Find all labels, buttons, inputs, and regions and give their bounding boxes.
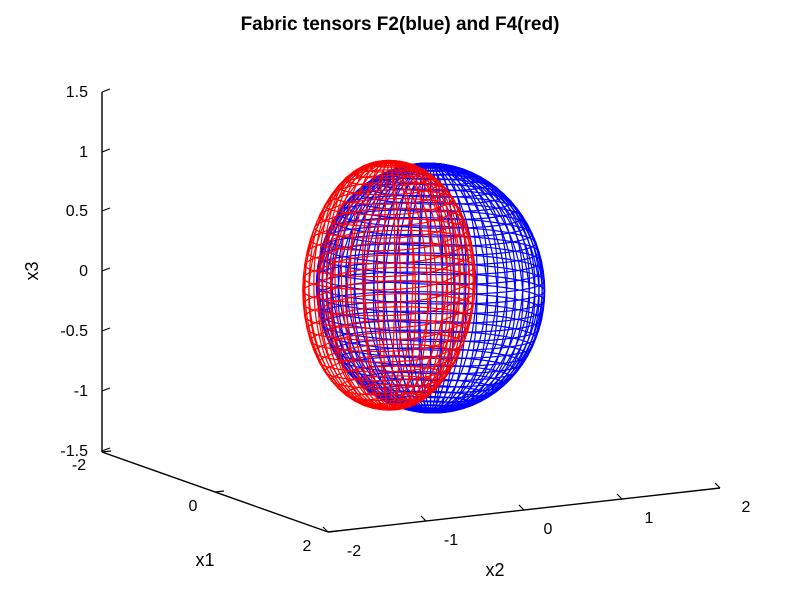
tick-mark	[101, 447, 111, 452]
mesh-line	[430, 163, 467, 414]
z-tick-label: 1	[79, 144, 88, 161]
tick-mark	[101, 148, 111, 153]
x2-tick-label: 1	[645, 510, 654, 527]
x2-tick-labels: -2 -1 0 1 2	[347, 499, 751, 560]
x2-tick-label: 0	[544, 521, 553, 538]
tick-mark	[327, 530, 338, 533]
tick-marks	[101, 88, 721, 533]
z-tick-label: 0.5	[66, 203, 88, 220]
mesh-line	[388, 160, 461, 410]
x1-tick-label: 0	[189, 498, 198, 515]
tick-mark	[616, 493, 623, 500]
mesh-line	[388, 160, 417, 411]
mesh-line	[388, 160, 448, 410]
mesh-line	[430, 162, 489, 413]
mesh-line	[430, 163, 531, 413]
x2-tick-label: 2	[742, 499, 751, 516]
z-tick-label: -0.5	[60, 323, 88, 340]
mesh-line	[361, 159, 390, 410]
series-f4-red-surface	[302, 159, 476, 411]
mesh-line	[430, 163, 517, 413]
x1-axis-label: x1	[195, 550, 214, 570]
x2-tick-label: -1	[444, 532, 458, 549]
mesh-line	[388, 159, 396, 410]
x2-tick-label: -2	[347, 543, 361, 560]
x3-axis-label: x3	[22, 261, 42, 280]
mesh-line	[345, 163, 431, 413]
tick-mark	[214, 490, 225, 493]
tick-mark	[101, 267, 111, 272]
z-tick-labels: 1.5 1 0.5 0 -0.5 -1 -1.5	[60, 84, 88, 460]
mesh-line	[388, 160, 475, 410]
mesh-line	[430, 163, 508, 413]
tick-mark	[101, 327, 111, 332]
tick-mark	[420, 515, 427, 522]
mesh-line	[330, 160, 390, 411]
mesh-line	[308, 160, 390, 411]
mesh-line	[388, 159, 432, 410]
x1-tick-label: -2	[72, 457, 86, 474]
tick-mark	[101, 88, 111, 93]
z-tick-label: -1	[74, 383, 88, 400]
mesh-line	[430, 163, 524, 413]
x1-tick-label: 2	[303, 538, 312, 555]
tick-mark	[101, 450, 112, 453]
mesh-line	[430, 163, 489, 414]
tick-mark	[101, 387, 111, 392]
mesh-line	[388, 160, 471, 410]
z-tick-label: 1.5	[66, 84, 88, 101]
mesh-line	[388, 159, 414, 410]
mesh-line	[317, 160, 390, 411]
z-tick-label: -1.5	[60, 443, 88, 460]
chart-title: Fabric tensors F2(blue) and F4(red)	[240, 14, 560, 35]
x1-tick-labels: -2 0 2	[72, 457, 312, 555]
tick-mark	[322, 526, 329, 533]
tick-mark	[101, 207, 111, 212]
mesh-line	[430, 163, 536, 413]
mesh-line	[430, 162, 478, 413]
z-tick-label: 0	[79, 263, 88, 280]
tick-mark	[714, 482, 721, 489]
mesh-line	[303, 160, 390, 410]
mesh-line	[430, 163, 499, 413]
mesh-line	[376, 159, 390, 410]
x2-axis-label: x2	[485, 560, 504, 580]
tick-mark	[518, 504, 525, 511]
